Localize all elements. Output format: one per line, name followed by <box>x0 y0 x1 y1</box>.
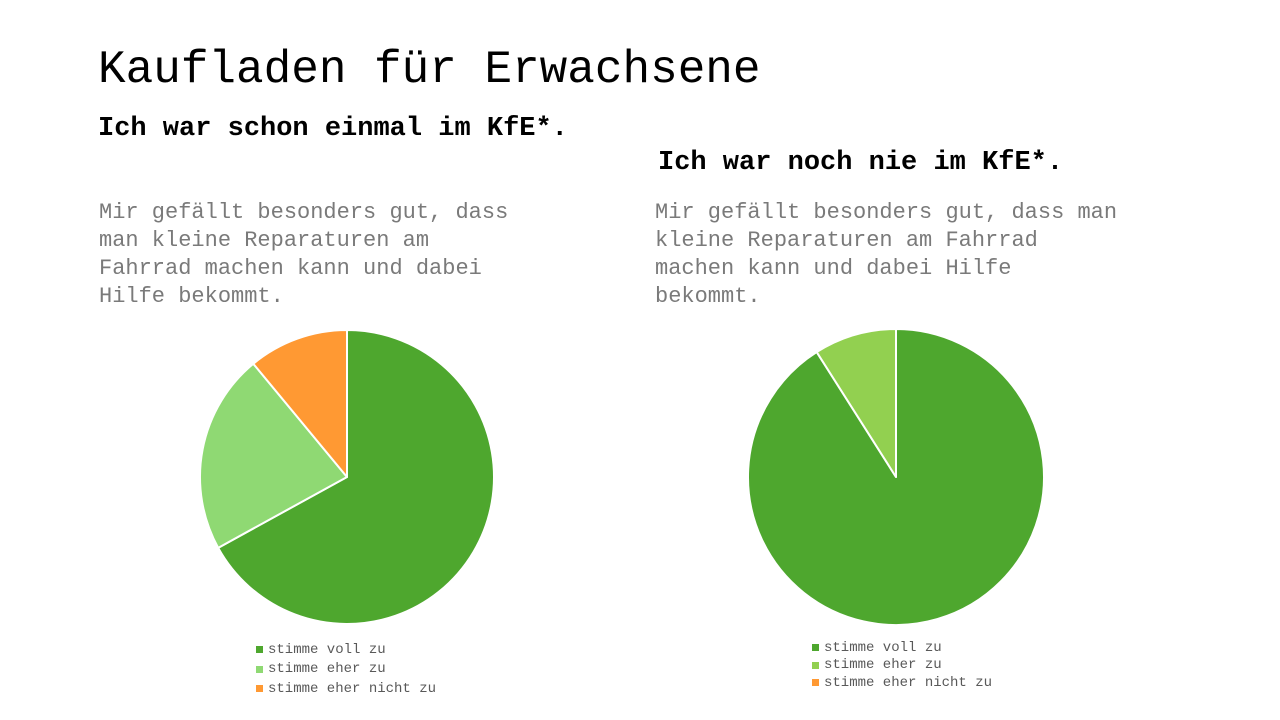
legend-swatch <box>812 644 819 652</box>
legend-label: stimme voll zu <box>824 639 942 656</box>
legend-item: stimme voll zu <box>256 640 436 660</box>
legend-swatch <box>256 646 263 654</box>
statement-text: Mir gefällt besonders gut, dass man klei… <box>99 200 509 309</box>
legend-label: stimme eher nicht zu <box>268 680 437 697</box>
page-title: Kaufladen für Erwachsene <box>98 44 761 96</box>
legend-label: stimme eher nicht zu <box>824 674 993 691</box>
legend-label: stimme eher zu <box>824 657 942 674</box>
pie-slice-stimme-eher-nicht-zu <box>252 329 348 478</box>
legend-item: stimme eher nicht zu <box>812 674 992 692</box>
chart-legend: stimme voll zu stimme eher zu stimme eher … <box>256 640 436 699</box>
pie-slice-stimme-eher-zu <box>815 328 897 478</box>
legend-swatch <box>256 665 263 673</box>
legend-label: stimme eher zu <box>268 661 386 678</box>
pie-slice-stimme-eher-zu <box>199 362 348 549</box>
legend-label: stimme voll zu <box>268 641 386 658</box>
pie-chart <box>747 328 1046 626</box>
panel-heading: Ich war noch nie im KfE*. <box>658 148 1064 178</box>
panel-heading: Ich war schon einmal im KfE*. <box>98 114 568 144</box>
legend-swatch <box>812 679 819 687</box>
chart-legend: stimme voll zu stimme eher zu stimme eher … <box>812 639 992 692</box>
statement-text: Mir gefällt besonders gut, dass man klei… <box>655 200 1118 309</box>
pie-slice-stimme-voll-zu <box>217 329 495 625</box>
legend-swatch <box>812 661 819 669</box>
legend-item: stimme eher zu <box>256 660 436 680</box>
legend-item: stimme eher zu <box>812 657 992 675</box>
legend-item: stimme eher nicht zu <box>256 679 436 699</box>
legend-swatch <box>256 685 263 693</box>
pie-chart <box>199 329 495 625</box>
legend-item: stimme voll zu <box>812 639 992 657</box>
